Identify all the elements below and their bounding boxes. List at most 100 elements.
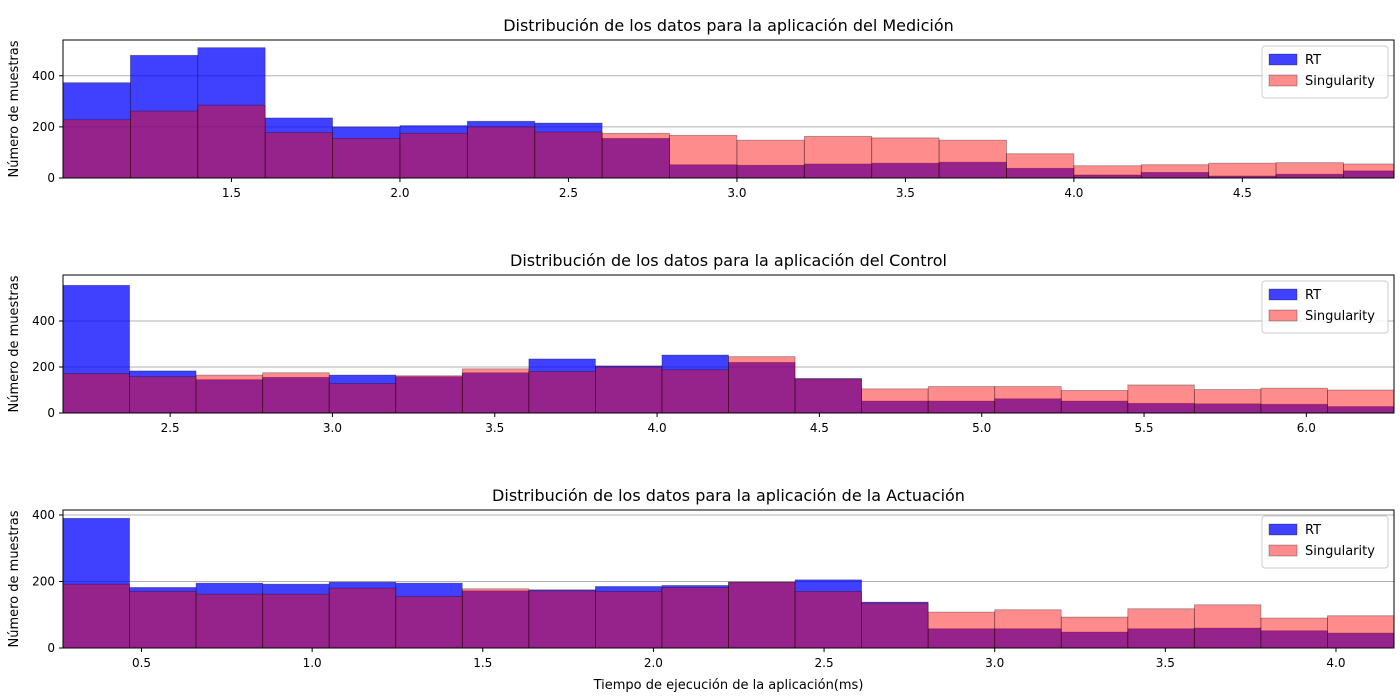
bar-rt (528, 358, 596, 413)
bar-singularity (728, 581, 796, 648)
x-tick-label: 3.5 (896, 186, 915, 200)
legend-label: RT (1305, 53, 1321, 68)
bar-singularity (1127, 384, 1195, 413)
bar-rt (195, 582, 264, 648)
x-tick-label: 2.0 (390, 186, 409, 200)
bar-rt (466, 120, 536, 178)
bar-singularity (1140, 164, 1210, 178)
bar-singularity (461, 368, 530, 413)
x-tick-label: 4.0 (648, 421, 667, 435)
legend: RT Singularity (1261, 45, 1389, 99)
bar-rt (328, 581, 397, 648)
bar-singularity (871, 137, 940, 178)
y-tick-label: 0 (47, 171, 55, 185)
bar-singularity (661, 369, 729, 413)
bar-singularity (661, 587, 729, 648)
bar-singularity (1060, 390, 1129, 413)
bar-rt (197, 47, 266, 178)
bar-singularity (1327, 389, 1394, 413)
x-tick-label: 5.0 (972, 421, 991, 435)
bar-singularity (129, 376, 197, 413)
subplot-title: Distribución de los datos para la aplica… (510, 251, 947, 270)
bar-singularity (994, 386, 1062, 413)
bar-singularity (63, 583, 130, 648)
bar-singularity (63, 373, 130, 413)
x-tick-label: 1.5 (222, 186, 241, 200)
bar-singularity (195, 374, 264, 413)
bar-singularity (728, 356, 796, 413)
legend-swatch-singularity (1268, 544, 1298, 557)
bar-singularity (601, 132, 670, 178)
bar-rt (595, 365, 663, 413)
y-tick-label: 400 (32, 314, 55, 328)
bar-rt (395, 582, 463, 648)
bar-rt (601, 137, 670, 178)
bar-singularity (595, 366, 663, 413)
legend-swatch-singularity (1268, 309, 1298, 322)
bar-singularity (1260, 387, 1328, 413)
bar-rt (794, 579, 862, 648)
x-axis-label: Tiempo de ejecución de la aplicación(ms) (593, 678, 864, 693)
bar-singularity (938, 139, 1007, 178)
bars (63, 284, 1394, 413)
bar-singularity (129, 110, 199, 178)
x-tick-label: 1.0 (303, 656, 322, 670)
bar-rt (264, 117, 333, 178)
bar-rt (63, 284, 130, 413)
bar-rt (1343, 170, 1394, 178)
bar-rt (861, 601, 929, 648)
bar-singularity (528, 371, 596, 413)
bar-singularity (1343, 163, 1394, 178)
bar-singularity (1193, 604, 1262, 648)
y-tick-label: 0 (47, 641, 55, 655)
axes-frame (62, 509, 1395, 649)
legend-swatch-rt (1268, 53, 1298, 66)
axes-frame (62, 274, 1395, 414)
bar-rt (63, 517, 130, 648)
legend: RT Singularity (1261, 515, 1389, 569)
y-tick-label: 200 (32, 574, 55, 588)
y-tick-label: 200 (32, 120, 55, 134)
bar-singularity (534, 131, 603, 178)
bar-singularity (794, 591, 862, 648)
bar-singularity (262, 372, 330, 413)
bar-rt (399, 125, 468, 178)
bar-rt (528, 589, 596, 648)
legend: RT Singularity (1261, 280, 1389, 334)
bar-rt (461, 372, 530, 413)
bar-singularity (927, 386, 996, 413)
bar-singularity (395, 375, 463, 413)
bar-singularity (803, 135, 873, 178)
bar-singularity (129, 591, 197, 648)
bar-rt (63, 82, 131, 178)
bar-singularity (262, 593, 330, 648)
x-tick-label: 2.5 (161, 421, 180, 435)
subplot-2: 0 200 400 2.5 3.0 3.5 4.0 4.5 5.0 5.5 6.0 Distribuc… (7, 251, 1395, 435)
y-tick-label: 200 (32, 360, 55, 374)
bar-singularity (328, 383, 397, 413)
legend-label: Singularity (1305, 544, 1375, 559)
subplot-title: Distribución de los datos para la aplica… (492, 486, 965, 505)
bar-singularity (1275, 162, 1344, 178)
bar-singularity (399, 132, 468, 178)
axes-frame (62, 39, 1395, 179)
x-tick-label: 3.5 (1156, 656, 1175, 670)
bar-singularity (328, 587, 397, 648)
bar-singularity (1073, 165, 1142, 178)
bar-rt (1006, 167, 1075, 178)
bar-singularity (1208, 162, 1277, 178)
bar-singularity (466, 126, 536, 178)
bar-singularity (461, 588, 530, 648)
bar-singularity (861, 388, 929, 413)
legend-label: Singularity (1305, 309, 1375, 324)
y-axis-label: Número de muestras (7, 275, 22, 412)
x-tick-label: 3.0 (727, 186, 746, 200)
bar-singularity (332, 137, 401, 178)
bar-rt (728, 361, 796, 413)
x-tick-label: 4.0 (1064, 186, 1083, 200)
subplot-1: 0 200 400 1.5 2.0 2.5 3.0 3.5 4.0 4.5 Distribución… (7, 16, 1395, 200)
subplot-title: Distribución de los datos para la aplica… (503, 16, 954, 35)
legend-label: RT (1305, 288, 1321, 303)
bar-rt (661, 354, 729, 413)
